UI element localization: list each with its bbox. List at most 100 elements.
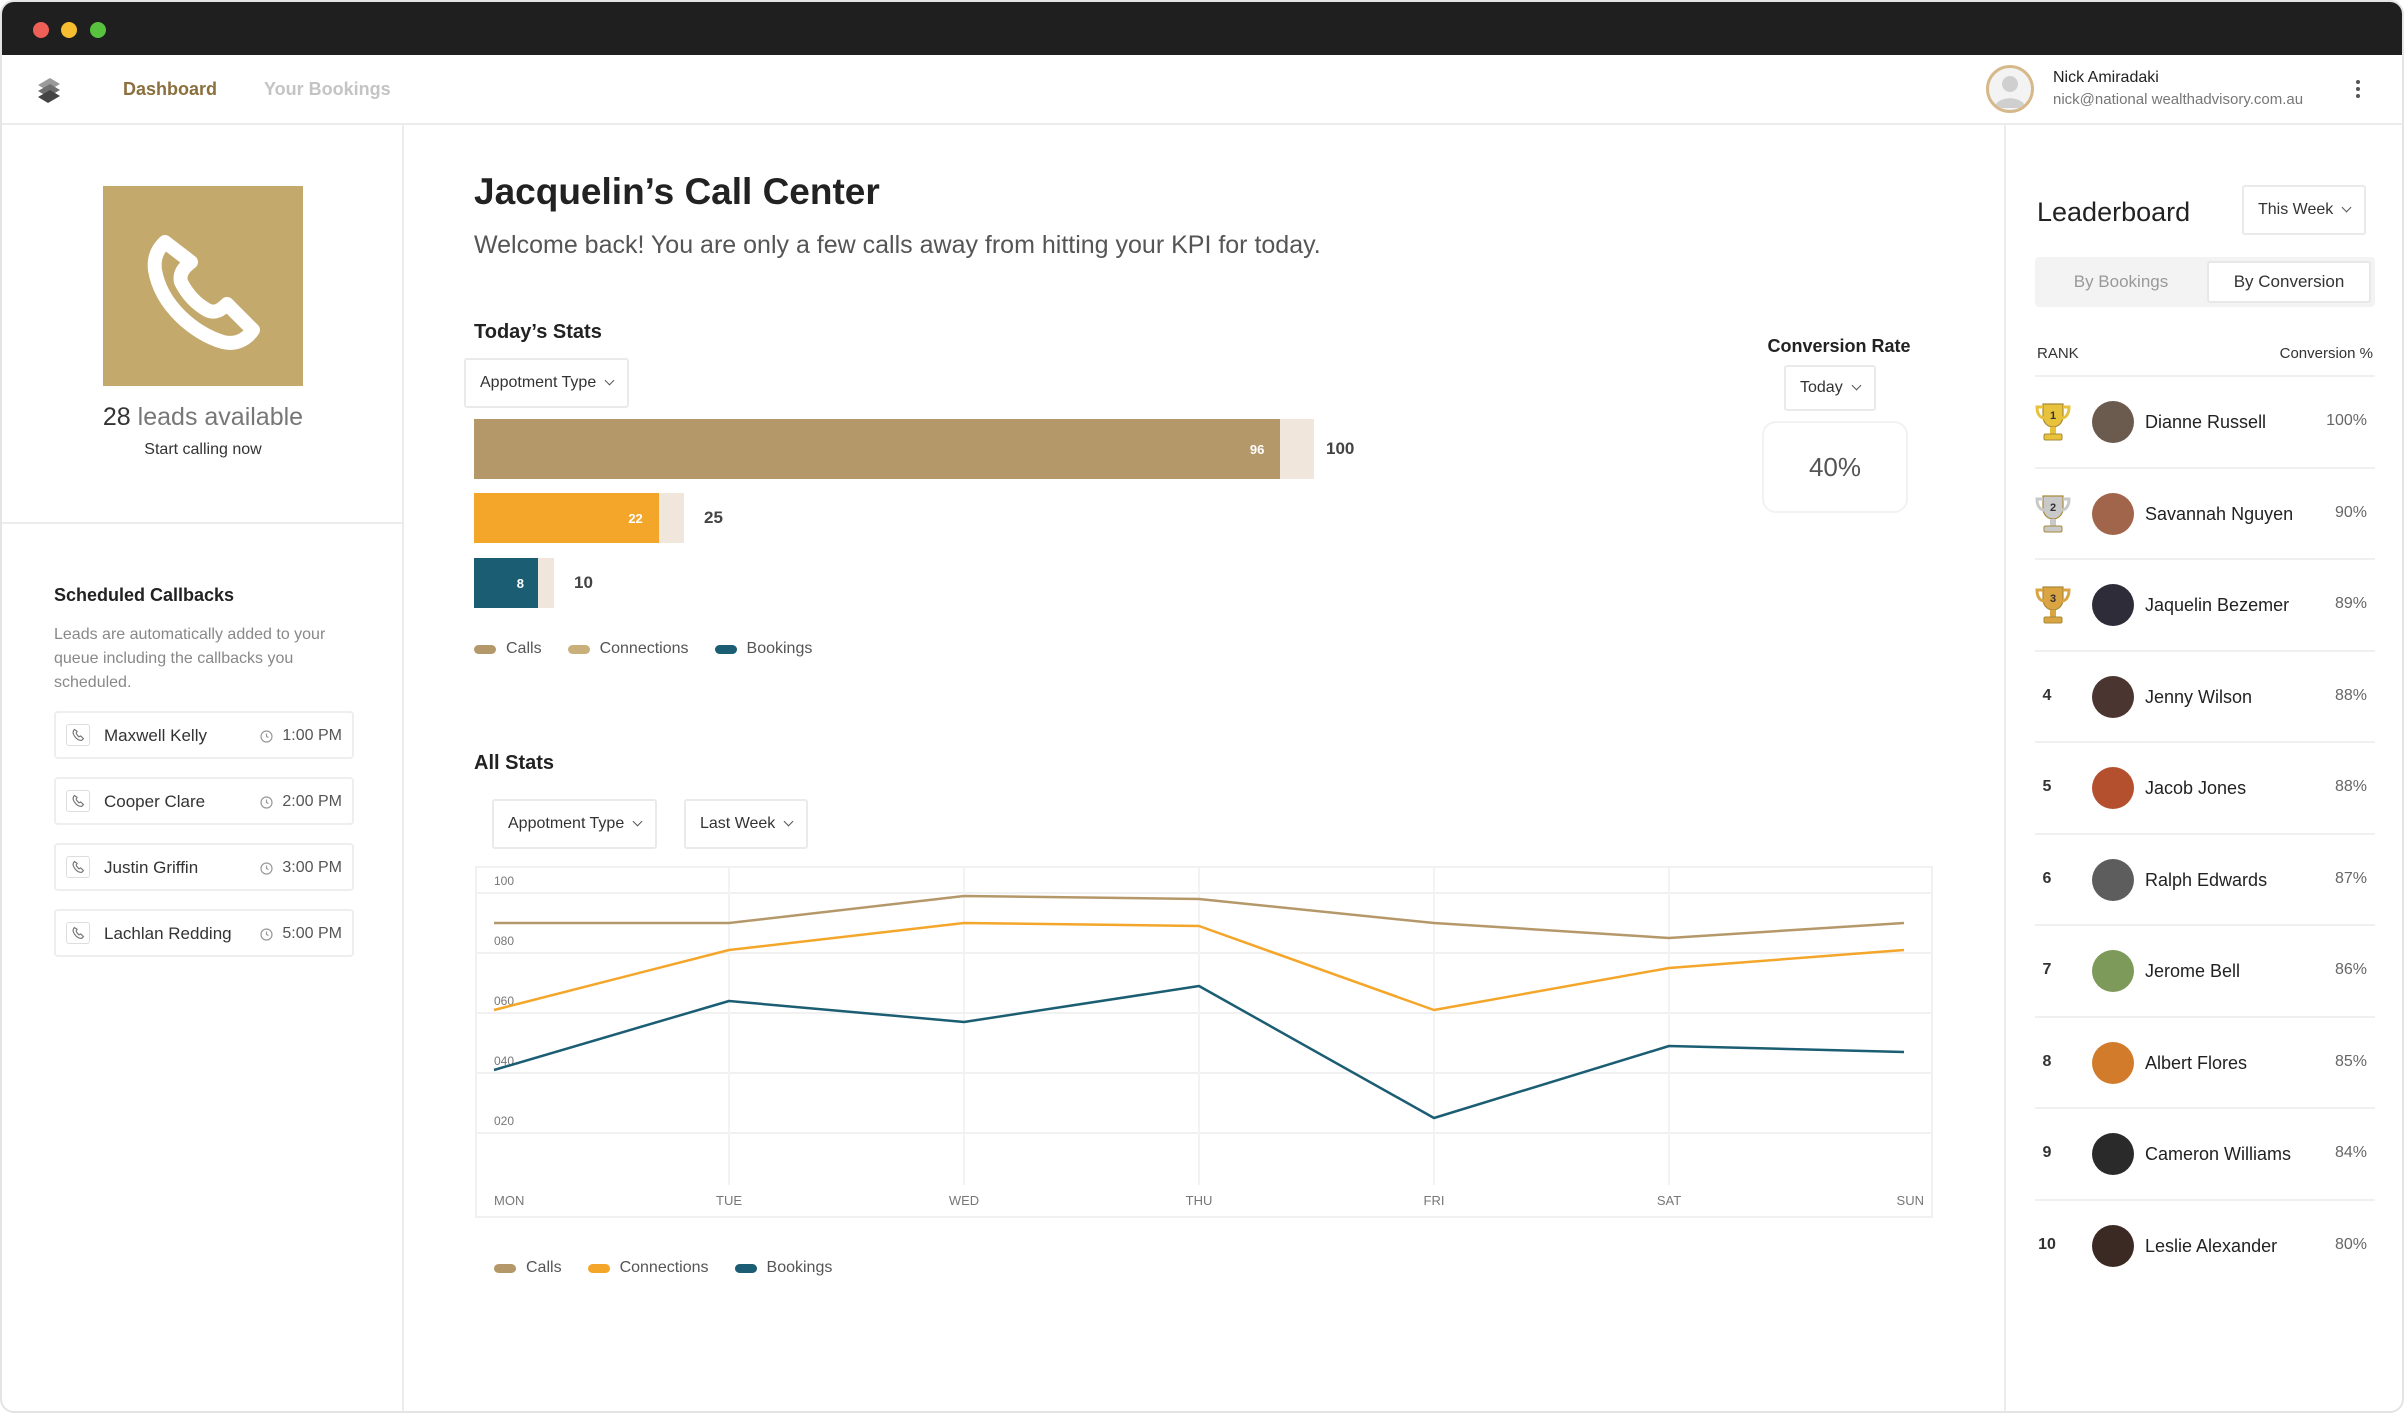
leaderboard-name: Jerome Bell [2145,961,2241,981]
y-tick-label: 100 [494,874,514,888]
user-name: Nick Amiradaki [2053,69,2159,86]
dropdown-value: Today [1800,379,1843,396]
legend-label: Bookings [766,1259,833,1276]
trophy-rank: 2 [2050,502,2056,514]
leaderboard-name: Cameron Williams [2145,1144,2292,1164]
trophy-rank: 3 [2050,593,2056,605]
leaderboard-period-dropdown[interactable]: This Week [2242,185,2367,235]
leaderboard-percentage: 80% [2334,1235,2367,1253]
legend-label: Connections [619,1259,709,1276]
appointment-type-dropdown[interactable]: Appotment Type [492,799,658,849]
callback-name: Lachlan Redding [104,924,232,943]
leaderboard-percentage: 88% [2334,686,2367,704]
callback-item[interactable]: Cooper Clare 2:00 PM [54,777,354,825]
chevron-down-icon [2341,202,2352,213]
callback-time: 3:00 PM [282,859,342,876]
page-title: Jacquelin’s Call Center [474,171,880,212]
series-line-connections [493,921,1905,1012]
leaderboard-title: Leaderboard [2037,197,2191,227]
connections-value: 22 [628,511,643,526]
avatar [2092,950,2134,992]
leaderboard-panel: Leaderboard This Week By Bookings By Con… [2004,125,2402,1411]
leaderboard-row[interactable]: 7 Jerome Bell 86% [2035,924,2375,1015]
legend-swatch-connections [567,644,590,654]
rank-column-header: RANK [2037,345,2079,362]
leaderboard-row[interactable]: 4 Jenny Wilson 88% [2035,649,2375,741]
legend-bookings: Bookings [734,1259,833,1277]
leaderboard-row[interactable]: 2 Savannah Nguyen 90% [2035,466,2375,558]
legend-swatch-connections [587,1263,610,1273]
conversion-column-header: Conversion % [2279,345,2373,362]
user-email: nick@national wealthadvisory.com.au [2053,91,2304,108]
rank-number: 6 [2042,869,2052,887]
appointment-type-dropdown[interactable]: Appotment Type [464,358,630,408]
scheduled-callbacks-description: Leads are automatically added to your qu… [54,626,326,691]
call-button[interactable] [103,186,303,386]
callback-item[interactable]: Lachlan Redding 5:00 PM [54,909,354,957]
start-calling-link[interactable]: Start calling now [144,441,262,458]
avatar [2092,675,2134,718]
callback-item[interactable]: Justin Griffin 3:00 PM [54,843,354,891]
leaderboard-row[interactable]: 9 Cameron Williams 84% [2035,1107,2375,1198]
minimize-window-button[interactable] [61,22,77,38]
bookings-value: 8 [516,576,524,591]
chevron-down-icon [783,816,794,827]
callback-item[interactable]: Maxwell Kelly 1:00 PM [54,711,354,759]
trophy-rank: 1 [2050,410,2056,422]
leaderboard-row[interactable]: 5 Jacob Jones 88% [2035,741,2375,832]
avatar [2092,1224,2134,1267]
dropdown-value: This Week [2258,201,2334,218]
tab-by-conversion[interactable]: By Conversion [2207,261,2371,303]
nav-your-bookings[interactable]: Your Bookings [264,79,391,99]
x-tick-label: WED [949,1193,979,1208]
leaderboard-row[interactable]: 1 Dianne Russell 100% [2035,375,2375,466]
more-menu-icon[interactable] [2350,77,2366,105]
x-tick-label: SAT [1657,1193,1681,1208]
close-window-button[interactable] [33,22,49,38]
leaderboard-row[interactable]: 6 Ralph Edwards 87% [2035,832,2375,924]
avatar [2092,1041,2134,1084]
leads-label: leads available [137,403,304,431]
tab-by-bookings[interactable]: By Bookings [2073,272,2169,291]
callback-name: Maxwell Kelly [104,726,207,745]
legend-label: Connections [599,640,689,657]
user-avatar[interactable] [1986,65,2034,113]
maximize-window-button[interactable] [90,22,106,38]
callback-time: 1:00 PM [282,727,342,744]
leaderboard-percentage: 86% [2334,961,2367,978]
trophy-icon: 2 [2035,494,2071,532]
leads-count: 28 [102,403,131,431]
avatar [2092,767,2134,809]
leaderboard-row[interactable]: 10 Leslie Alexander 80% [2035,1198,2375,1290]
clock-icon [260,928,273,941]
nav-dashboard[interactable]: Dashboard [123,79,218,99]
legend-swatch-calls [494,1263,516,1273]
x-tick-label: SUN [1897,1193,1924,1208]
conversion-period-dropdown[interactable]: Today [1784,365,1876,411]
rank-number: 7 [2042,961,2052,978]
leaderboard-percentage: 88% [2334,778,2367,795]
leaderboard-name: Leslie Alexander [2145,1235,2278,1256]
calls-max: 100 [1326,439,1355,458]
x-tick-label: FRI [1424,1193,1445,1208]
series-line-calls [494,894,1905,940]
all-stats-title: All Stats [474,752,555,774]
calls-bar: 96 [474,419,1281,479]
avatar [2092,584,2134,626]
legend-swatch-calls [474,644,496,654]
welcome-message: Welcome back! You are only a few calls a… [474,231,1321,259]
all-stats-legend: Calls Connections Bookings [494,1259,832,1277]
leaderboard-name: Savannah Nguyen [2145,503,2294,524]
app-logo-icon[interactable] [34,75,64,105]
legend-calls: Calls [494,1259,562,1277]
x-tick-label: MON [494,1193,524,1208]
avatar [2092,1133,2134,1175]
leaderboard-row[interactable]: 8 Albert Flores 85% [2035,1015,2375,1107]
rank-number: 8 [2042,1052,2052,1070]
callback-time: 5:00 PM [282,925,342,942]
period-dropdown[interactable]: Last Week [684,799,809,849]
leaderboard-row[interactable]: 3 Jaquelin Bezemer 89% [2035,558,2375,649]
today-stats-legend: Calls Connections Bookings [474,640,812,658]
phone-icon [66,724,90,746]
x-tick-label: THU [1186,1193,1213,1208]
